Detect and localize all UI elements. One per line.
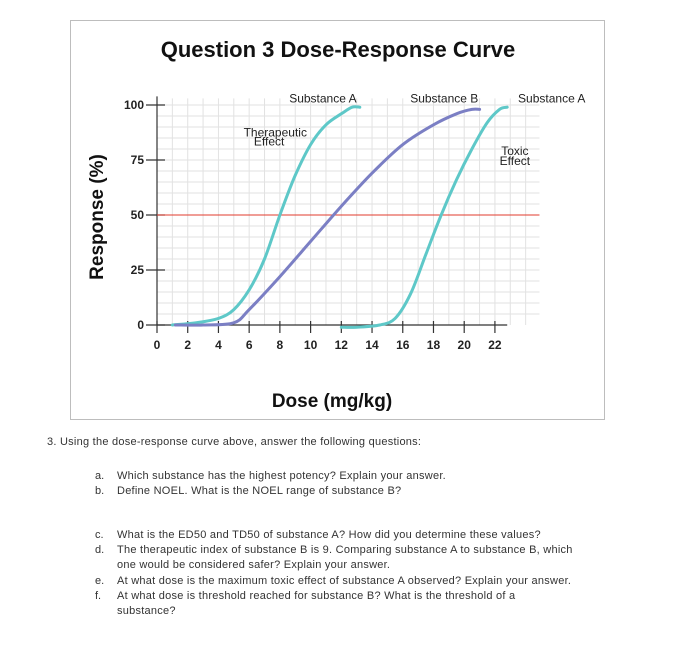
x-tick-label: 12 <box>335 338 349 352</box>
chart-annotation: Therapeutic <box>244 126 307 140</box>
chart-annotation: Substance A <box>518 91 585 105</box>
x-tick-label: 10 <box>304 338 318 352</box>
question-letter-c: c. <box>95 529 104 541</box>
x-tick-label: 16 <box>396 338 410 352</box>
question-b: Define NOEL. What is the NOEL range of s… <box>117 485 402 497</box>
chart-annotation: Substance B <box>410 91 478 105</box>
question-d-line-2: one would be considered safer? Explain y… <box>117 559 391 571</box>
y-tick-label: 25 <box>131 263 145 277</box>
question-letter-a: a. <box>95 470 105 482</box>
y-tick-label: 100 <box>124 98 144 112</box>
x-tick-label: 20 <box>458 338 472 352</box>
chart-figure: 0 25 50 75 100 0 2 4 6 8 10 12 14 16 18 20 22 Substance A… <box>70 20 605 420</box>
curve-substance-b <box>173 107 482 327</box>
chart-annotation: Toxic <box>501 144 528 158</box>
question-letter-e: e. <box>95 575 105 587</box>
x-axis-title: Dose (mg/kg) <box>272 391 392 412</box>
question-a: Which substance has the highest potency?… <box>117 470 446 482</box>
x-tick-label: 4 <box>215 338 222 352</box>
question-c: What is the ED50 and TD50 of substance A… <box>117 529 541 541</box>
curve-substance-a-toxic <box>339 105 509 329</box>
question-f-line-1: At what dose is threshold reached for su… <box>117 590 516 602</box>
question-letter-f: f. <box>95 590 102 602</box>
chart-annotation: Substance A <box>289 91 356 105</box>
x-tick-label: 0 <box>154 338 161 352</box>
x-tick-label: 14 <box>365 338 379 352</box>
curve-substance-a-therapeutic <box>170 105 362 327</box>
x-tick-label: 2 <box>184 338 191 352</box>
y-axis-title: Response (%) <box>87 154 108 280</box>
question-f-line-2: substance? <box>117 605 176 617</box>
x-tick-label: 18 <box>427 338 441 352</box>
chart-annotation: Effect <box>500 154 531 168</box>
chart-title: Question 3 Dose-Response Curve <box>161 37 516 62</box>
x-tick-label: 22 <box>488 338 502 352</box>
question-letter-b: b. <box>95 485 105 497</box>
y-tick-label: 75 <box>131 153 145 167</box>
question-letter-d: d. <box>95 544 105 556</box>
chart-annotation: Effect <box>254 134 285 148</box>
question-intro: 3. Using the dose-response curve above, … <box>47 436 422 448</box>
question-d-line-1: The therapeutic index of substance B is … <box>117 544 573 556</box>
y-tick-label: 0 <box>137 318 144 332</box>
x-tick-label: 8 <box>277 338 284 352</box>
y-tick-label: 50 <box>131 208 145 222</box>
dose-response-chart: 0 25 50 75 100 0 2 4 6 8 10 12 14 16 18 20 22 Substance A… <box>87 37 585 412</box>
question-e: At what dose is the maximum toxic effect… <box>117 575 572 587</box>
x-tick-label: 6 <box>246 338 253 352</box>
